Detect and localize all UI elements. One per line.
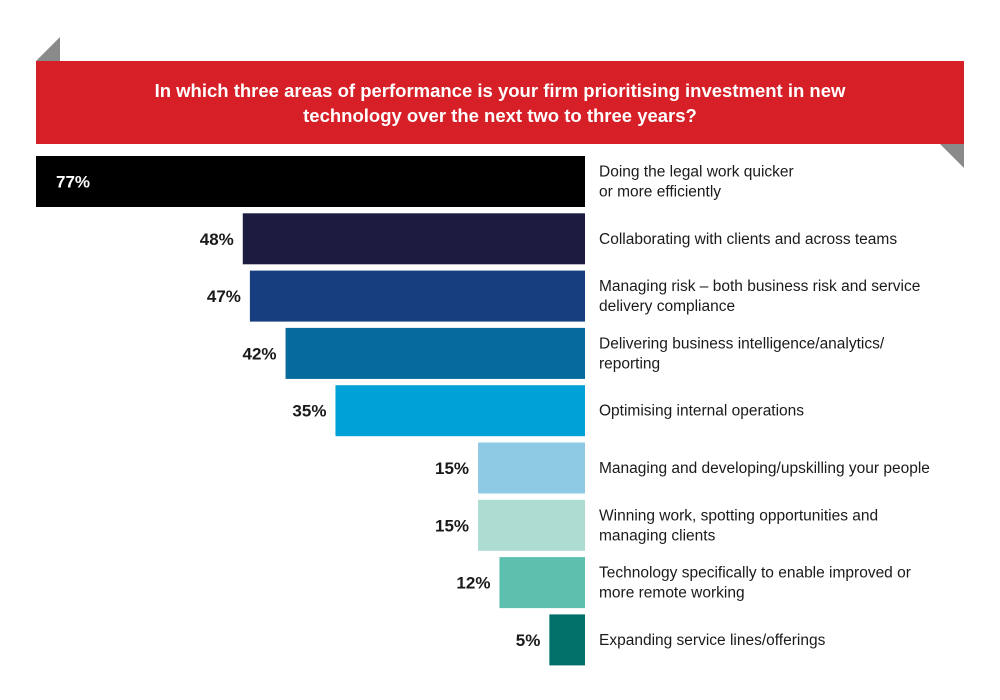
bar-group: 15% Managing and developing/upskilling yo… bbox=[435, 442, 930, 494]
category-label: managing clients bbox=[599, 527, 716, 544]
bar bbox=[549, 614, 585, 666]
category-label: Optimising internal operations bbox=[599, 403, 804, 420]
bar bbox=[242, 213, 585, 265]
chart-title-banner: In which three areas of performance is y… bbox=[36, 61, 964, 144]
banner-fold-bottom-right bbox=[940, 144, 964, 168]
category-label: Winning work, spotting opportunities and bbox=[599, 507, 878, 524]
category-label: Managing and developing/upskilling your … bbox=[599, 460, 930, 477]
bar-group: 15% Winning work, spotting opportunities … bbox=[435, 499, 878, 551]
value-label: 47% bbox=[207, 287, 241, 306]
bar bbox=[249, 270, 585, 322]
category-label: Collaborating with clients and across te… bbox=[599, 231, 897, 248]
value-label: 42% bbox=[243, 344, 277, 363]
bar bbox=[285, 327, 585, 379]
bar-group: 42% Delivering business intelligence/anal… bbox=[243, 327, 885, 379]
value-label: 77% bbox=[56, 173, 90, 192]
bar bbox=[335, 385, 585, 437]
bar-group: 35% Optimising internal operations bbox=[292, 385, 804, 437]
bar-group: 12% Technology specifically to enable imp… bbox=[456, 557, 911, 609]
chart-title: In which three areas of performance is y… bbox=[154, 79, 846, 126]
category-label: Expanding service lines/offerings bbox=[599, 632, 826, 649]
bar bbox=[478, 442, 585, 494]
value-label: 5% bbox=[516, 631, 541, 650]
bar bbox=[478, 499, 585, 551]
banner-fold-top-left bbox=[36, 37, 60, 61]
bar bbox=[36, 156, 585, 207]
bar bbox=[499, 557, 585, 609]
category-label: Delivering business intelligence/analyti… bbox=[599, 335, 885, 352]
value-label: 15% bbox=[435, 516, 469, 535]
category-label: more remote working bbox=[599, 585, 745, 602]
category-label: Doing the legal work quicker bbox=[599, 164, 794, 181]
category-label: reporting bbox=[599, 355, 660, 372]
bar-group: 47% Managing risk – both business risk an… bbox=[207, 270, 920, 322]
category-label: or more efficiently bbox=[599, 184, 721, 201]
bar-group: 48% Collaborating with clients and across… bbox=[200, 213, 897, 265]
category-label: Managing risk – both business risk and s… bbox=[599, 278, 920, 295]
value-label: 12% bbox=[456, 574, 490, 593]
category-label: delivery compliance bbox=[599, 298, 735, 315]
bar-group: 77% Doing the legal work quicker or more e… bbox=[36, 156, 794, 207]
bar-group: 5% Expanding service lines/offerings bbox=[516, 614, 826, 666]
value-label: 15% bbox=[435, 459, 469, 478]
value-label: 48% bbox=[200, 230, 234, 249]
value-label: 35% bbox=[292, 402, 326, 421]
category-label: Technology specifically to enable improv… bbox=[599, 565, 911, 582]
